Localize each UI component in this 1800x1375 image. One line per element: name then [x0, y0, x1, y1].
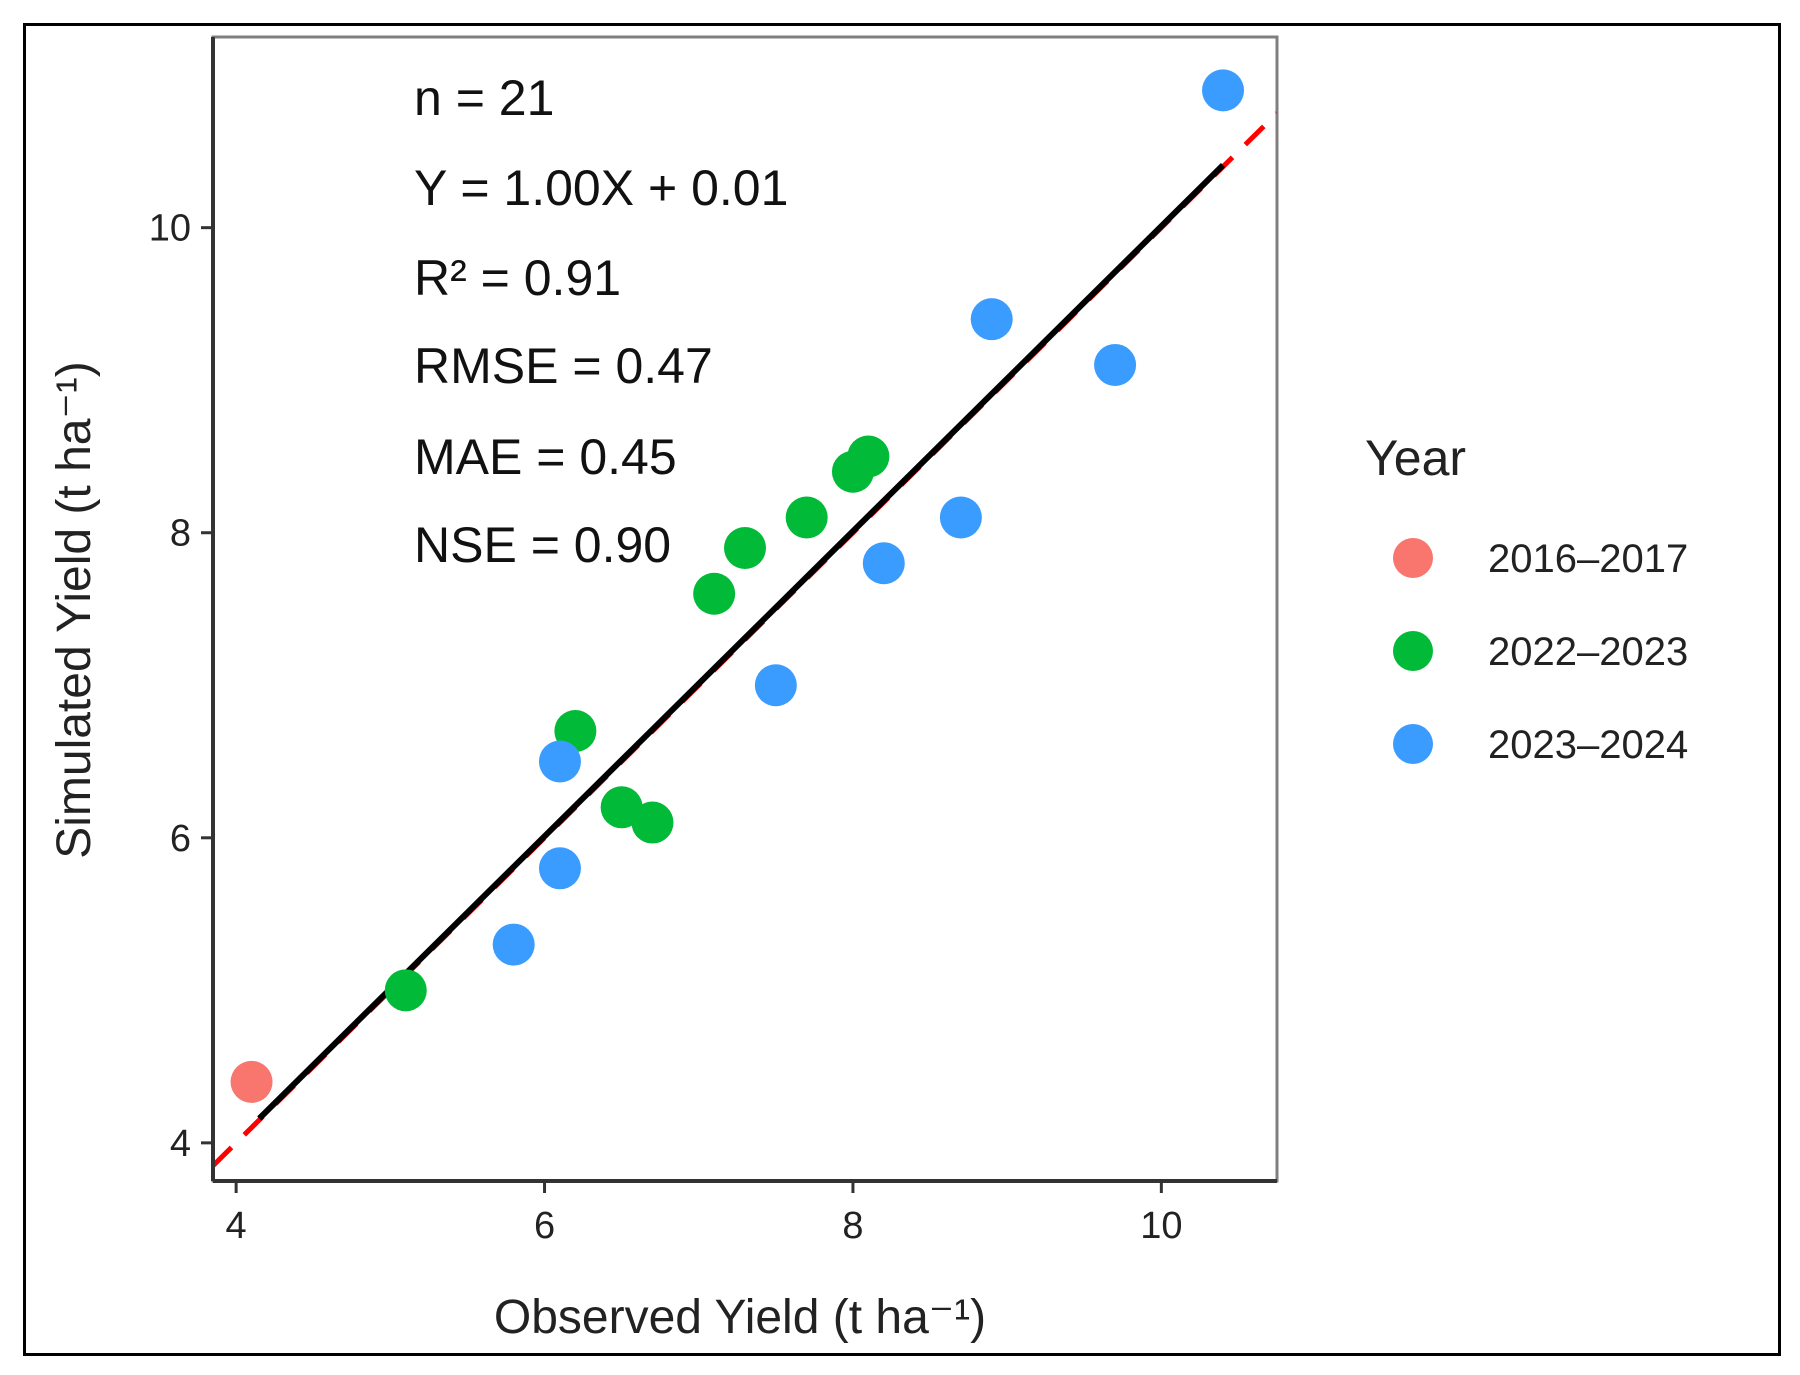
data-point-series-1-0: [384, 969, 427, 1012]
x-tick-label-8: 8: [842, 1205, 863, 1247]
legend-key-2: [1393, 724, 1433, 764]
data-point-series-2-0: [492, 923, 535, 966]
annotation-n: n = 21: [414, 70, 554, 126]
regression-line: [257, 162, 1226, 1121]
legend-label-1: 2022–2023: [1488, 630, 1688, 674]
data-point-series-2-2: [538, 740, 581, 783]
x-tick-label-6: 6: [534, 1205, 555, 1247]
y-axis-title: Simulated Yield (t ha⁻¹): [48, 361, 101, 859]
data-point-series-2-8: [1202, 69, 1245, 112]
data-point-series-0-0: [230, 1060, 273, 1103]
annotation-rmse: RMSE = 0.47: [414, 338, 713, 394]
legend-key-0: [1393, 538, 1433, 578]
legend-title: Year: [1365, 430, 1466, 486]
y-tick-label-8: 8: [170, 513, 191, 555]
annotation-mae: MAE = 0.45: [414, 429, 677, 485]
y-tick-label-4: 4: [170, 1123, 191, 1165]
data-point-series-1-6: [785, 496, 828, 539]
legend: Year 2016–2017 2022–2023 2023–2024: [1365, 430, 1688, 767]
data-point-series-1-5: [724, 526, 766, 569]
figure-frame: [23, 23, 1781, 1356]
data-point-series-2-6: [970, 298, 1013, 341]
data-point-series-1-3: [631, 801, 674, 844]
stats-annotation: n = 21 Y = 1.00X + 0.01 R² = 0.91 RMSE =…: [414, 70, 788, 573]
legend-key-1: [1393, 631, 1433, 671]
data-point-series-2-5: [939, 496, 982, 539]
x-axis-title: Observed Yield (t ha⁻¹): [494, 1291, 986, 1344]
data-point-series-1-4: [693, 572, 736, 615]
data-point-series-2-1: [538, 847, 581, 890]
y-tick-label-10: 10: [149, 208, 191, 250]
legend-label-2: 2023–2024: [1488, 723, 1688, 767]
data-point-series-2-4: [862, 542, 905, 585]
data-point-series-2-7: [1094, 343, 1137, 386]
x-tick-label-10: 10: [1140, 1205, 1182, 1247]
annotation-r2: R² = 0.91: [414, 250, 621, 306]
data-point-series-1-8: [847, 435, 890, 478]
legend-label-0: 2016–2017: [1488, 537, 1688, 581]
y-tick-label-6: 6: [170, 818, 191, 860]
annotation-equation: Y = 1.00X + 0.01: [414, 160, 788, 216]
annotation-nse: NSE = 0.90: [414, 517, 671, 573]
x-tick-label-4: 4: [226, 1205, 247, 1247]
data-point-series-2-3: [754, 664, 797, 707]
